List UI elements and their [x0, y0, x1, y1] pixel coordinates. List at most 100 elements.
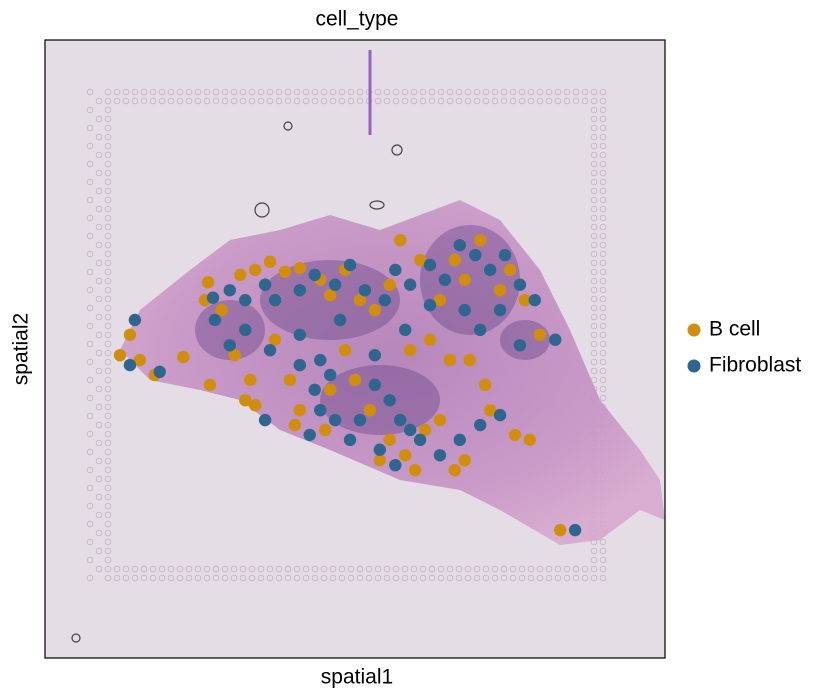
- data-point: [434, 414, 446, 426]
- data-point: [124, 329, 136, 341]
- data-point: [389, 264, 401, 276]
- legend-marker: [688, 324, 701, 337]
- data-point: [569, 524, 581, 536]
- data-point: [534, 329, 546, 341]
- data-point: [294, 404, 306, 416]
- data-point: [354, 414, 366, 426]
- data-point: [294, 284, 306, 296]
- x-axis-label: spatial1: [321, 666, 393, 689]
- data-point: [202, 276, 214, 288]
- data-point: [474, 234, 486, 246]
- data-point: [114, 349, 126, 361]
- data-point: [494, 304, 506, 316]
- data-point: [529, 294, 541, 306]
- data-point: [404, 279, 416, 291]
- data-point: [549, 334, 561, 346]
- data-point: [324, 369, 336, 381]
- data-point: [349, 374, 361, 386]
- data-point: [269, 294, 281, 306]
- data-point: [554, 524, 566, 536]
- data-point: [479, 379, 491, 391]
- data-point: [129, 314, 141, 326]
- data-point: [514, 339, 526, 351]
- data-point: [449, 254, 461, 266]
- legend-label: B cell: [709, 318, 760, 341]
- data-point: [239, 324, 251, 336]
- data-point: [344, 259, 356, 271]
- data-point: [459, 454, 471, 466]
- data-point: [469, 249, 481, 261]
- legend-marker: [688, 360, 701, 373]
- data-point: [374, 444, 386, 456]
- data-point: [124, 359, 136, 371]
- data-point: [444, 354, 456, 366]
- data-point: [359, 284, 371, 296]
- data-point: [289, 419, 301, 431]
- data-point: [459, 274, 471, 286]
- data-point: [294, 359, 306, 371]
- data-point: [404, 424, 416, 436]
- data-point: [379, 294, 391, 306]
- data-point: [224, 339, 236, 351]
- data-point: [439, 274, 451, 286]
- data-point: [364, 404, 376, 416]
- data-point: [239, 294, 251, 306]
- data-point: [464, 354, 476, 366]
- data-point: [384, 434, 396, 446]
- data-point: [409, 464, 421, 476]
- data-point: [514, 279, 526, 291]
- data-point: [309, 269, 321, 281]
- data-point: [204, 379, 216, 391]
- data-point: [389, 459, 401, 471]
- data-point: [334, 314, 346, 326]
- data-point: [239, 394, 251, 406]
- data-point: [209, 314, 221, 326]
- data-point: [294, 329, 306, 341]
- data-point: [207, 292, 219, 304]
- data-point: [384, 394, 396, 406]
- chart-title: cell_type: [316, 8, 399, 31]
- data-point: [414, 434, 426, 446]
- data-point: [369, 304, 381, 316]
- data-point: [454, 239, 466, 251]
- data-point: [499, 249, 511, 261]
- data-point: [154, 366, 166, 378]
- data-point: [284, 374, 296, 386]
- data-point: [369, 349, 381, 361]
- data-point: [424, 299, 436, 311]
- data-point: [484, 264, 496, 276]
- data-point: [509, 429, 521, 441]
- data-point: [474, 419, 486, 431]
- data-point: [264, 256, 276, 268]
- legend-label: Fibroblast: [709, 354, 801, 377]
- data-point: [314, 354, 326, 366]
- y-axis-label: spatial2: [10, 313, 33, 385]
- data-point: [224, 284, 236, 296]
- data-point: [324, 384, 336, 396]
- data-point: [329, 279, 341, 291]
- data-point: [454, 434, 466, 446]
- data-point: [394, 234, 406, 246]
- data-point: [459, 304, 471, 316]
- data-point: [524, 434, 536, 446]
- data-point: [279, 266, 291, 278]
- data-point: [424, 259, 436, 271]
- data-point: [399, 449, 411, 461]
- data-point: [494, 409, 506, 421]
- data-point: [449, 464, 461, 476]
- data-point: [434, 449, 446, 461]
- data-point: [244, 374, 256, 386]
- data-point: [424, 334, 436, 346]
- data-point: [494, 284, 506, 296]
- data-point: [264, 344, 276, 356]
- data-point: [259, 414, 271, 426]
- data-point: [259, 279, 271, 291]
- data-point: [304, 429, 316, 441]
- data-point: [344, 434, 356, 446]
- data-point: [394, 414, 406, 426]
- data-point: [234, 269, 246, 281]
- data-point: [384, 279, 396, 291]
- legend: B cell Fibroblast: [688, 318, 802, 377]
- data-point: [329, 414, 341, 426]
- data-point: [399, 324, 411, 336]
